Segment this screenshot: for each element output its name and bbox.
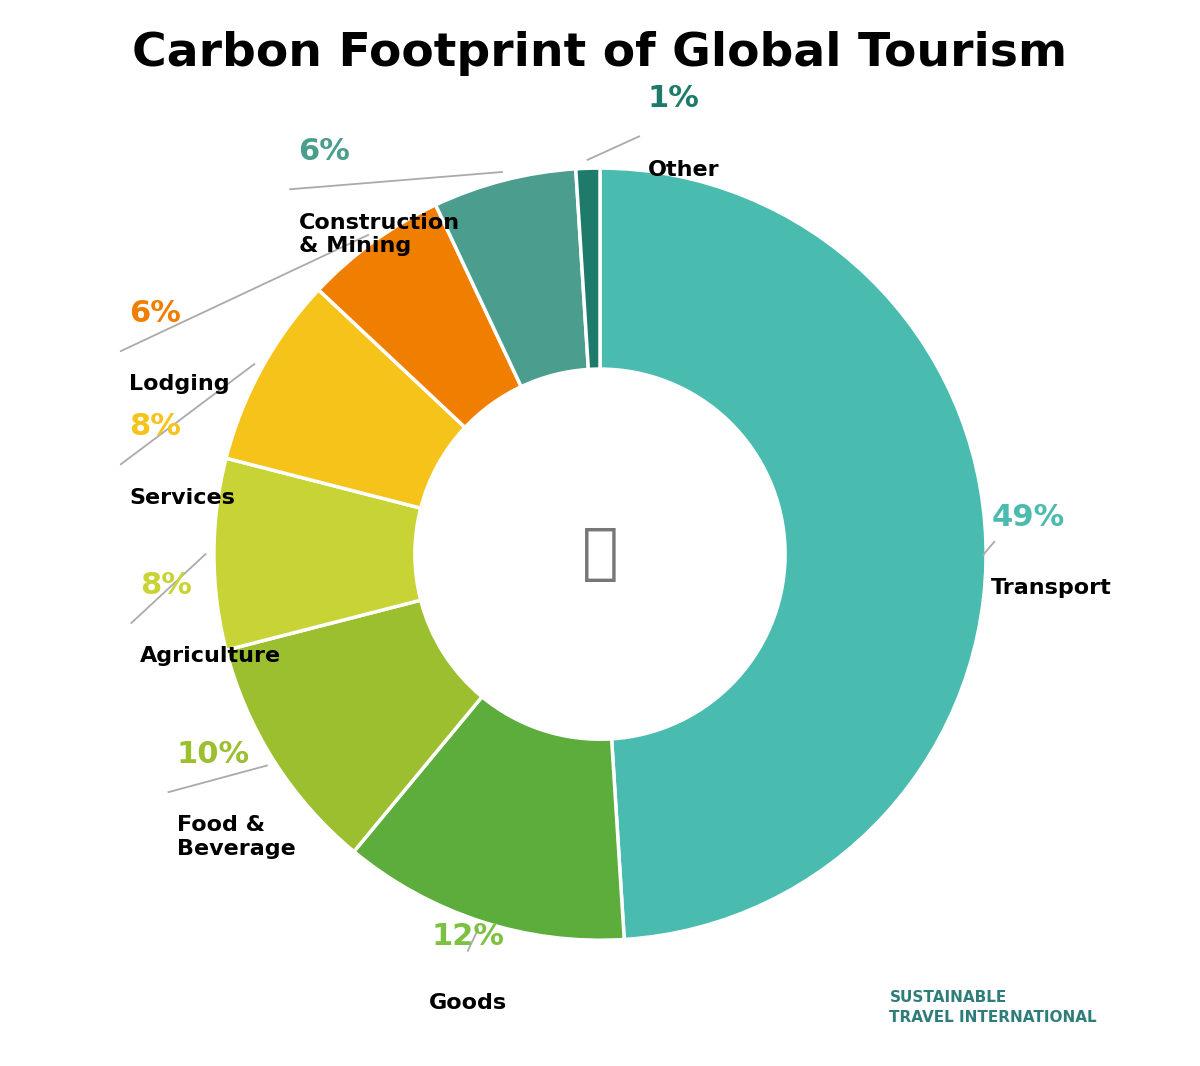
Wedge shape (226, 600, 482, 852)
Wedge shape (576, 168, 600, 370)
Text: Goods: Goods (428, 994, 506, 1013)
Text: Food &
Beverage: Food & Beverage (176, 815, 295, 858)
Text: Construction
& Mining: Construction & Mining (299, 212, 460, 256)
Text: 10%: 10% (176, 740, 250, 769)
Wedge shape (436, 168, 588, 387)
Text: Services: Services (130, 487, 235, 507)
Text: Lodging: Lodging (130, 374, 230, 394)
Text: Transport: Transport (991, 579, 1112, 598)
Circle shape (415, 369, 785, 739)
Text: Other: Other (648, 160, 719, 180)
Text: 1%: 1% (648, 84, 700, 113)
Text: Carbon Footprint of Global Tourism: Carbon Footprint of Global Tourism (132, 31, 1068, 76)
Text: 8%: 8% (140, 570, 192, 600)
Wedge shape (354, 697, 624, 940)
Text: 12%: 12% (431, 922, 504, 951)
Text: 6%: 6% (299, 138, 350, 166)
Text: SUSTAINABLE
TRAVEL INTERNATIONAL: SUSTAINABLE TRAVEL INTERNATIONAL (889, 990, 1097, 1024)
Text: 49%: 49% (991, 503, 1064, 532)
Text: 6%: 6% (130, 298, 181, 328)
Text: 🧳: 🧳 (582, 524, 618, 584)
Wedge shape (226, 290, 466, 508)
Wedge shape (214, 458, 421, 650)
Text: Agriculture: Agriculture (140, 646, 281, 666)
Text: 8%: 8% (130, 411, 181, 441)
Wedge shape (600, 168, 986, 939)
Wedge shape (318, 205, 521, 427)
